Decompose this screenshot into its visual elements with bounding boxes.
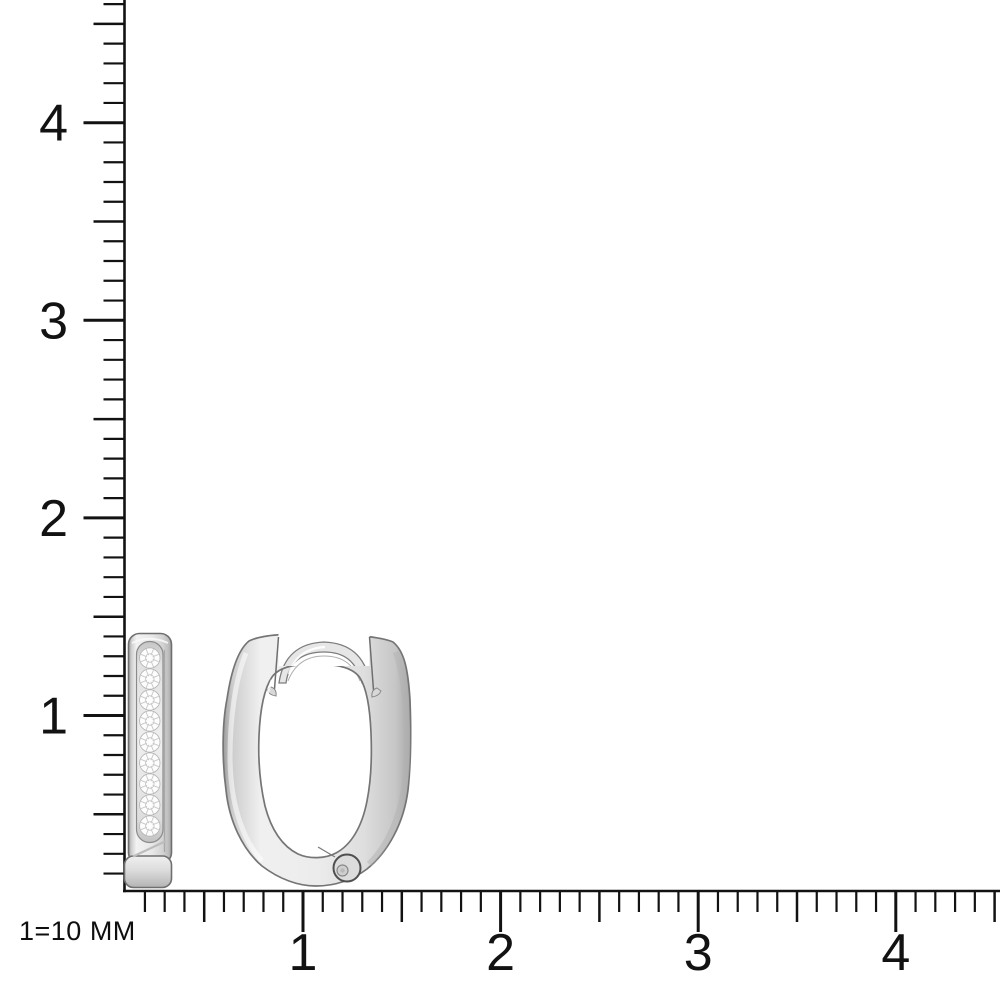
hoop-inner-left-highlight: [259, 679, 274, 757]
channel-diamond: [139, 815, 161, 837]
hoop-right-cut-edge: [368, 636, 375, 691]
channel-diamond: [139, 773, 161, 795]
channel-diamond: [139, 794, 161, 816]
horizontal-ruler-label: 2: [486, 924, 515, 982]
side-view-top-highlight: [131, 637, 169, 644]
hinge-pin-center: [340, 868, 345, 873]
side-view-base-bevel: [132, 840, 167, 858]
vertical-ruler-label: 1: [39, 688, 68, 746]
vertical-ruler-label: 3: [39, 292, 68, 350]
hoop-band: [222, 633, 412, 887]
horizontal-ruler: 1 2 3 4: [123, 889, 1000, 982]
vertical-ruler: 1 2 3 4: [39, 0, 126, 893]
earring-side-view: [123, 632, 173, 889]
hoop-right-knuckle: [371, 687, 382, 698]
hinge-seam: [317, 846, 336, 858]
channel-diamond: [139, 668, 161, 690]
channel-set-diamonds: [139, 647, 161, 837]
scale-note: 1=10 MM: [19, 916, 136, 946]
channel-diamond: [139, 731, 161, 753]
channel-diamond: [139, 710, 161, 732]
hoop-right-shade: [366, 651, 411, 867]
vertical-ruler-label: 2: [39, 490, 68, 548]
earring-front-view: [222, 633, 412, 887]
channel-diamond: [139, 752, 161, 774]
horizontal-ruler-label: 1: [289, 924, 318, 982]
hoop-left-highlight: [227, 652, 264, 863]
channel-diamond: [139, 647, 161, 669]
horizontal-ruler-label: 3: [684, 924, 713, 982]
vertical-ruler-label: 4: [39, 95, 68, 153]
hoop-left-cut-edge: [273, 636, 280, 690]
channel-diamond: [139, 689, 161, 711]
side-view-base: [123, 855, 173, 889]
horizontal-ruler-label: 4: [881, 924, 910, 982]
